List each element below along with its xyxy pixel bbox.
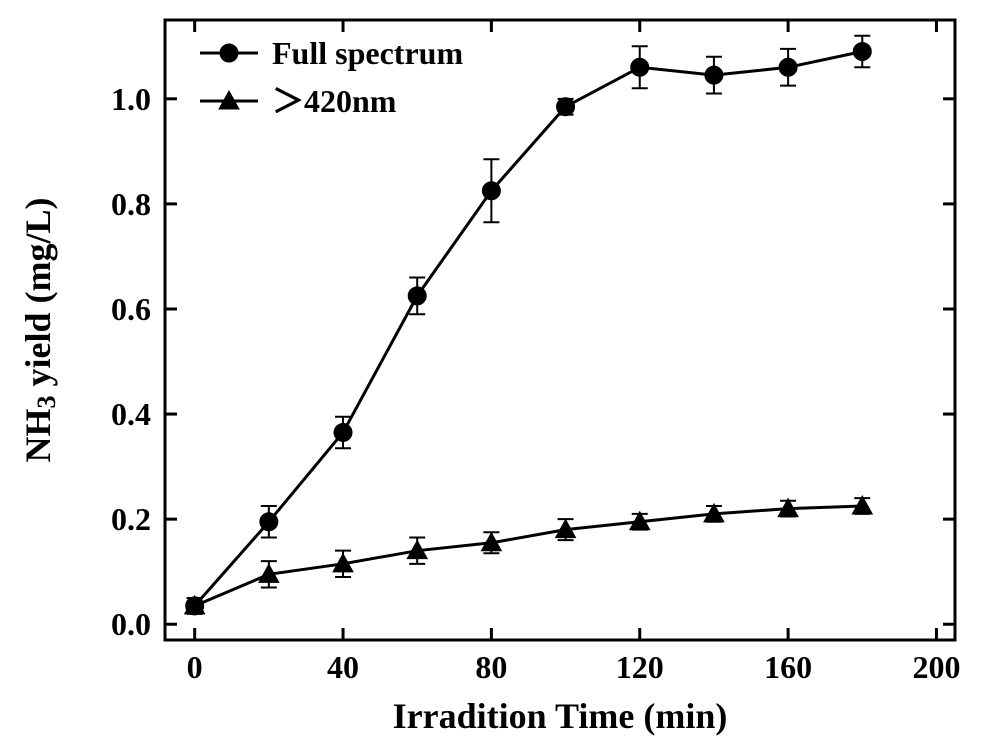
data-point: [408, 287, 426, 305]
data-point: [631, 58, 649, 76]
legend-label: Full spectrum: [272, 35, 463, 71]
x-tick-label: 80: [475, 649, 507, 685]
x-tick-label: 200: [912, 649, 960, 685]
chart-container: 0 40 80 120 160 200 0.0 0.2 0.4 0.6 0.8 1.0 Irraditi…: [0, 0, 1000, 742]
y-tick-label: 0.2: [111, 501, 151, 537]
y-tick-label: 0.8: [111, 186, 151, 222]
y-tick-label: 0.0: [111, 606, 151, 642]
y-tick-label: 0.4: [111, 396, 151, 432]
x-tick-label: 40: [327, 649, 359, 685]
data-point: [334, 423, 352, 441]
legend-label: ＞420nm: [272, 83, 397, 119]
x-tick-label: 120: [616, 649, 664, 685]
nh3-yield-chart: 0 40 80 120 160 200 0.0 0.2 0.4 0.6 0.8 1.0 Irraditi…: [0, 0, 1000, 742]
y-tick-label: 1.0: [111, 81, 151, 117]
y-tick-label: 0.6: [111, 291, 151, 327]
data-point: [482, 182, 500, 200]
data-point: [779, 58, 797, 76]
data-point: [853, 43, 871, 61]
data-point: [260, 513, 278, 531]
x-tick-label: 0: [187, 649, 203, 685]
data-point: [557, 98, 575, 116]
x-axis-label: Irradition Time (min): [393, 696, 728, 736]
x-tick-label: 160: [764, 649, 812, 685]
y-axis-label: NH3 yield (mg/L): [18, 198, 61, 463]
data-point: [705, 66, 723, 84]
